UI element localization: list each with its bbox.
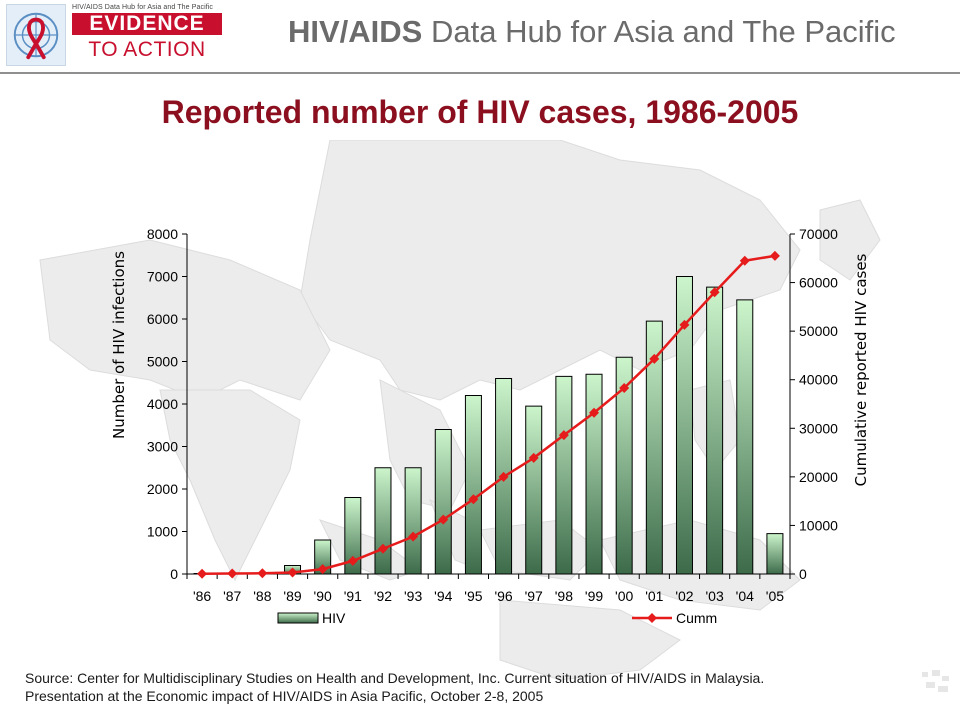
right-axis-tick-label: 30000: [799, 420, 838, 436]
hiv-bar: [766, 533, 784, 575]
cumulative-point: [679, 319, 690, 330]
banner-title: HIV/AIDS Data Hub for Asia and The Pacif…: [288, 14, 896, 50]
left-axis-tick-label: 5000: [147, 354, 178, 370]
logo-evidence-text: EVIDENCE: [72, 13, 222, 35]
cumulative-point: [649, 353, 660, 364]
un-emblem-icon: [6, 4, 66, 66]
cumulative-point: [528, 452, 539, 463]
cumulative-point: [197, 568, 208, 579]
source-line-1: Source: Center for Multidisciplinary Stu…: [25, 670, 765, 686]
x-axis-tick-label: '02: [675, 588, 693, 604]
legend-hiv-label: HIV: [322, 610, 346, 626]
x-axis-tick-label: '90: [314, 588, 332, 604]
cumulative-point: [468, 494, 479, 505]
right-axis-tick-label: 60000: [799, 275, 838, 291]
x-axis-tick-label: '01: [645, 588, 663, 604]
cumulative-line: [202, 254, 776, 576]
left-axis-tick-label: 4000: [147, 396, 178, 412]
x-axis-tick-label: '97: [525, 588, 543, 604]
x-axis-tick-label: '05: [766, 588, 784, 604]
cumulative-point: [438, 514, 449, 525]
x-axis-tick-label: '88: [253, 588, 271, 604]
hiv-bar: [374, 467, 392, 575]
evidence-to-action-logo: HIV/AIDS Data Hub for Asia and The Pacif…: [6, 4, 222, 66]
source-note: Source: Center for Multidisciplinary Stu…: [25, 669, 764, 705]
hiv-bar: [675, 276, 693, 575]
right-axis-tick-label: 40000: [799, 372, 838, 388]
x-axis-tick-label: '92: [374, 588, 392, 604]
corner-decoration-icon: [922, 670, 949, 692]
x-axis-tick-label: '94: [434, 588, 452, 604]
legend-cumm-label: Cumm: [676, 610, 717, 626]
y2-axis-title: Cumulative reported HIV cases: [852, 253, 870, 486]
page-title: Reported number of HIV cases, 1986-2005: [161, 94, 799, 130]
legend-cumm-marker: [647, 613, 657, 623]
cumulative-point: [227, 568, 238, 579]
right-axis-tick-label: 70000: [799, 226, 838, 242]
x-axis-tick-label: '89: [283, 588, 301, 604]
y-axis-title: Number of HIV infections: [110, 251, 128, 439]
x-axis-tick-label: '95: [464, 588, 482, 604]
cumulative-point: [377, 543, 388, 554]
cumulative-point: [408, 531, 419, 542]
source-line-2: Presentation at the Economic impact of H…: [25, 688, 544, 704]
cumulative-point: [558, 430, 569, 441]
hiv-bar: [464, 395, 482, 575]
left-axis-tick-label: 3000: [147, 439, 178, 455]
hiv-bar: [555, 375, 573, 575]
right-axis-tick-label: 50000: [799, 323, 838, 339]
legend-hiv-swatch: [277, 612, 319, 624]
hiv-bar: [404, 467, 422, 575]
cumulative-point: [317, 564, 328, 575]
left-axis-tick-label: 0: [170, 566, 178, 582]
x-axis-tick-label: '87: [223, 588, 241, 604]
left-axis-tick-label: 1000: [147, 524, 178, 540]
hiv-bar: [736, 299, 754, 575]
hiv-bar: [585, 373, 603, 575]
x-axis-tick-label: '99: [585, 588, 603, 604]
left-axis-tick-label: 8000: [147, 226, 178, 242]
hiv-bar: [434, 429, 452, 575]
cumulative-point: [287, 567, 298, 578]
hiv-bar: [525, 405, 543, 575]
cumulative-point: [709, 287, 720, 298]
banner-title-bold: HIV/AIDS: [288, 14, 423, 49]
x-axis-tick-label: '93: [404, 588, 422, 604]
right-axis-tick-label: 0: [799, 566, 807, 582]
cumulative-point: [769, 250, 780, 261]
right-axis-tick-label: 10000: [799, 517, 838, 533]
cumulative-point: [589, 407, 600, 418]
hiv-bar: [615, 356, 633, 575]
x-axis-tick-label: '03: [706, 588, 724, 604]
x-axis-tick-label: '04: [736, 588, 754, 604]
x-axis-tick-label: '00: [615, 588, 633, 604]
right-axis-tick-label: 20000: [799, 469, 838, 485]
left-axis-tick-label: 2000: [147, 481, 178, 497]
hiv-bar: [706, 286, 724, 575]
hiv-bar: [344, 497, 362, 575]
banner-title-rest: Data Hub for Asia and The Pacific: [422, 14, 896, 49]
header-banner: HIV/AIDS Data Hub for Asia and The Pacif…: [0, 0, 960, 74]
hiv-bar: [645, 320, 663, 575]
left-axis-tick-label: 6000: [147, 311, 178, 327]
cumulative-point: [347, 555, 358, 566]
x-axis-tick-label: '91: [344, 588, 362, 604]
left-axis-tick-label: 7000: [147, 269, 178, 285]
cumulative-point: [257, 568, 268, 579]
cumulative-point: [619, 382, 630, 393]
x-axis-tick-label: '98: [555, 588, 573, 604]
cumulative-point: [498, 471, 509, 482]
logo-to-action-text: TO ACTION: [88, 38, 206, 61]
x-axis-tick-label: '96: [494, 588, 512, 604]
logo-caption: HIV/AIDS Data Hub for Asia and The Pacif…: [72, 4, 214, 11]
cumulative-point: [739, 255, 750, 266]
x-axis-tick-label: '86: [193, 588, 211, 604]
